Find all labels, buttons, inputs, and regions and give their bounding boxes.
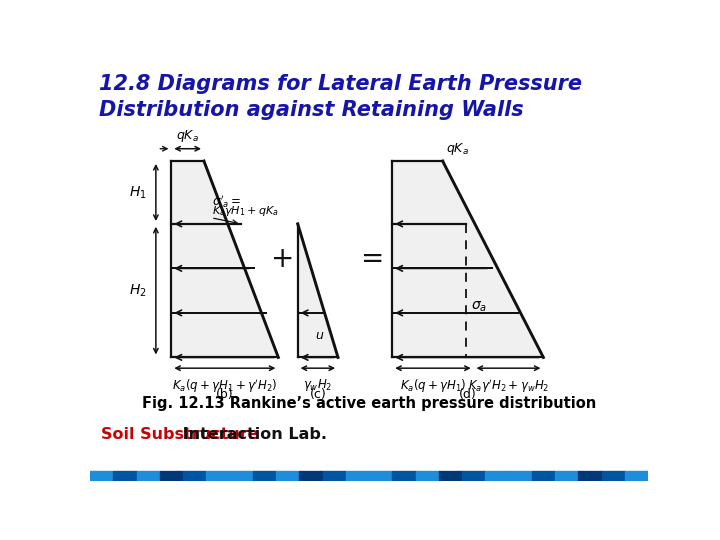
Text: =: = [361, 245, 384, 273]
Text: $K_a(q+\gamma H_1)$: $K_a(q+\gamma H_1)$ [400, 377, 467, 394]
Text: $qK_a$: $qK_a$ [446, 141, 469, 157]
Bar [462, 471, 485, 481]
Text: (d): (d) [459, 388, 477, 401]
Text: (b): (b) [216, 388, 234, 401]
Bar [415, 471, 438, 481]
Bar [485, 471, 508, 481]
Bar [346, 471, 369, 481]
Text: 12.8 Diagrams for Lateral Earth Pressure
Distribution against Retaining Walls: 12.8 Diagrams for Lateral Earth Pressure… [99, 74, 582, 120]
Bar [508, 471, 532, 481]
Bar [206, 471, 230, 481]
Bar [230, 471, 253, 481]
Bar [392, 471, 415, 481]
Bar [578, 471, 601, 481]
Bar [160, 471, 183, 481]
Text: $qK_a$: $qK_a$ [176, 128, 199, 144]
Bar [532, 471, 555, 481]
Text: $H_2$: $H_2$ [129, 282, 147, 299]
Text: +: + [271, 245, 294, 273]
Text: $\sigma'_a=$: $\sigma'_a=$ [212, 193, 241, 210]
Bar [183, 471, 206, 481]
Bar [438, 471, 462, 481]
Text: $K_a\gamma H_1+qK_a$: $K_a\gamma H_1+qK_a$ [212, 204, 279, 218]
Bar [137, 471, 160, 481]
Bar [323, 471, 346, 481]
Bar [90, 471, 113, 481]
Bar [253, 471, 276, 481]
Text: (c): (c) [310, 388, 326, 401]
Bar [369, 471, 392, 481]
Bar [300, 471, 323, 481]
Text: $K_a(q+\gamma H_1+\gamma^\prime H_2)$: $K_a(q+\gamma H_1+\gamma^\prime H_2)$ [172, 377, 278, 395]
Bar [601, 471, 625, 481]
Bar [113, 471, 137, 481]
Bar [276, 471, 300, 481]
Text: $\gamma_w H_2$: $\gamma_w H_2$ [303, 377, 333, 394]
Text: Interaction Lab.: Interaction Lab. [177, 427, 327, 442]
Polygon shape [392, 161, 544, 357]
Bar [555, 471, 578, 481]
Text: $\sigma_a$: $\sigma_a$ [471, 300, 487, 314]
Text: $u$: $u$ [315, 329, 325, 342]
Polygon shape [297, 224, 338, 357]
Text: Soil Substructure: Soil Substructure [101, 427, 258, 442]
Polygon shape [171, 161, 279, 357]
Text: $K_a\gamma^\prime H_2+\gamma_w H_2$: $K_a\gamma^\prime H_2+\gamma_w H_2$ [468, 377, 549, 395]
Text: Fig. 12.13 Rankine’s active earth pressure distribution: Fig. 12.13 Rankine’s active earth pressu… [142, 396, 596, 411]
Bar [625, 471, 648, 481]
Text: $H_1$: $H_1$ [129, 184, 147, 201]
